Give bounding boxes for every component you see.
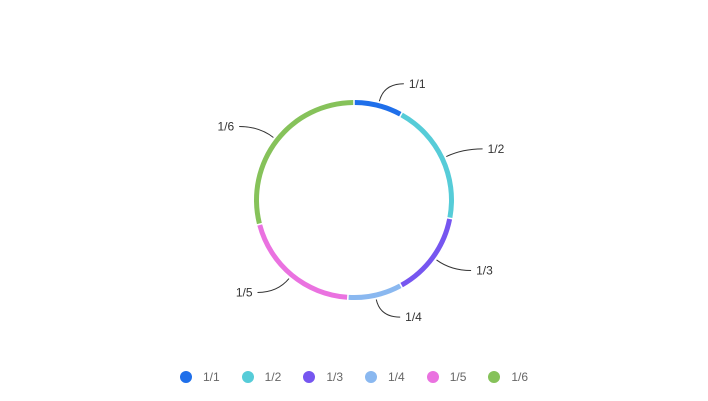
- legend-item-2[interactable]: 1/2: [241, 370, 282, 384]
- donut-slices: [253, 100, 454, 300]
- donut-slice-1[interactable]: [354, 100, 402, 117]
- legend-dot-6: [488, 371, 501, 383]
- leader-line-2: [446, 148, 483, 158]
- donut-slice-6[interactable]: [253, 100, 354, 225]
- legend-dot-1: [179, 371, 192, 383]
- leader-line-3: [436, 259, 472, 272]
- legend-label-6: 1/6: [511, 370, 529, 384]
- slice-label-2: 1/2: [488, 142, 505, 156]
- legend-label-5: 1/5: [449, 370, 467, 384]
- legend-dot-2: [241, 371, 254, 383]
- legend: 1/1 1/2 1/3 1/4 1/5 1/6: [0, 366, 708, 388]
- slice-labels: 1/1 1/2 1/3 1/4 1/5 1/6: [217, 77, 504, 324]
- legend-label-1: 1/1: [202, 370, 220, 384]
- leader-line-6: [239, 125, 274, 138]
- donut-slice-5[interactable]: [257, 224, 348, 300]
- slice-label-3: 1/3: [476, 264, 493, 278]
- legend-dot-4: [365, 371, 377, 383]
- legend-item-5[interactable]: 1/5: [426, 370, 467, 384]
- legend-dot-5: [426, 371, 439, 383]
- legend-item-6[interactable]: 1/6: [488, 370, 528, 384]
- legend-item-1[interactable]: 1/1: [179, 370, 220, 384]
- leader-line-4: [375, 299, 401, 318]
- legend-label-3: 1/3: [326, 370, 343, 384]
- donut-slice-2[interactable]: [400, 112, 454, 218]
- legend-dot-3: [303, 371, 316, 383]
- legend-label-2: 1/2: [264, 370, 282, 384]
- leader-line-5: [257, 278, 290, 293]
- legend-label-4: 1/4: [388, 370, 405, 384]
- donut-slice-3[interactable]: [400, 218, 453, 288]
- slice-label-5: 1/5: [236, 285, 253, 299]
- legend-item-4[interactable]: 1/4: [365, 370, 405, 384]
- donut-slice-4[interactable]: [348, 283, 402, 300]
- leader-line-1: [378, 83, 404, 102]
- slice-label-4: 1/4: [405, 310, 422, 324]
- slice-label-1: 1/1: [409, 77, 426, 91]
- legend-item-3[interactable]: 1/3: [303, 370, 343, 384]
- slice-label-6: 1/6: [217, 119, 234, 133]
